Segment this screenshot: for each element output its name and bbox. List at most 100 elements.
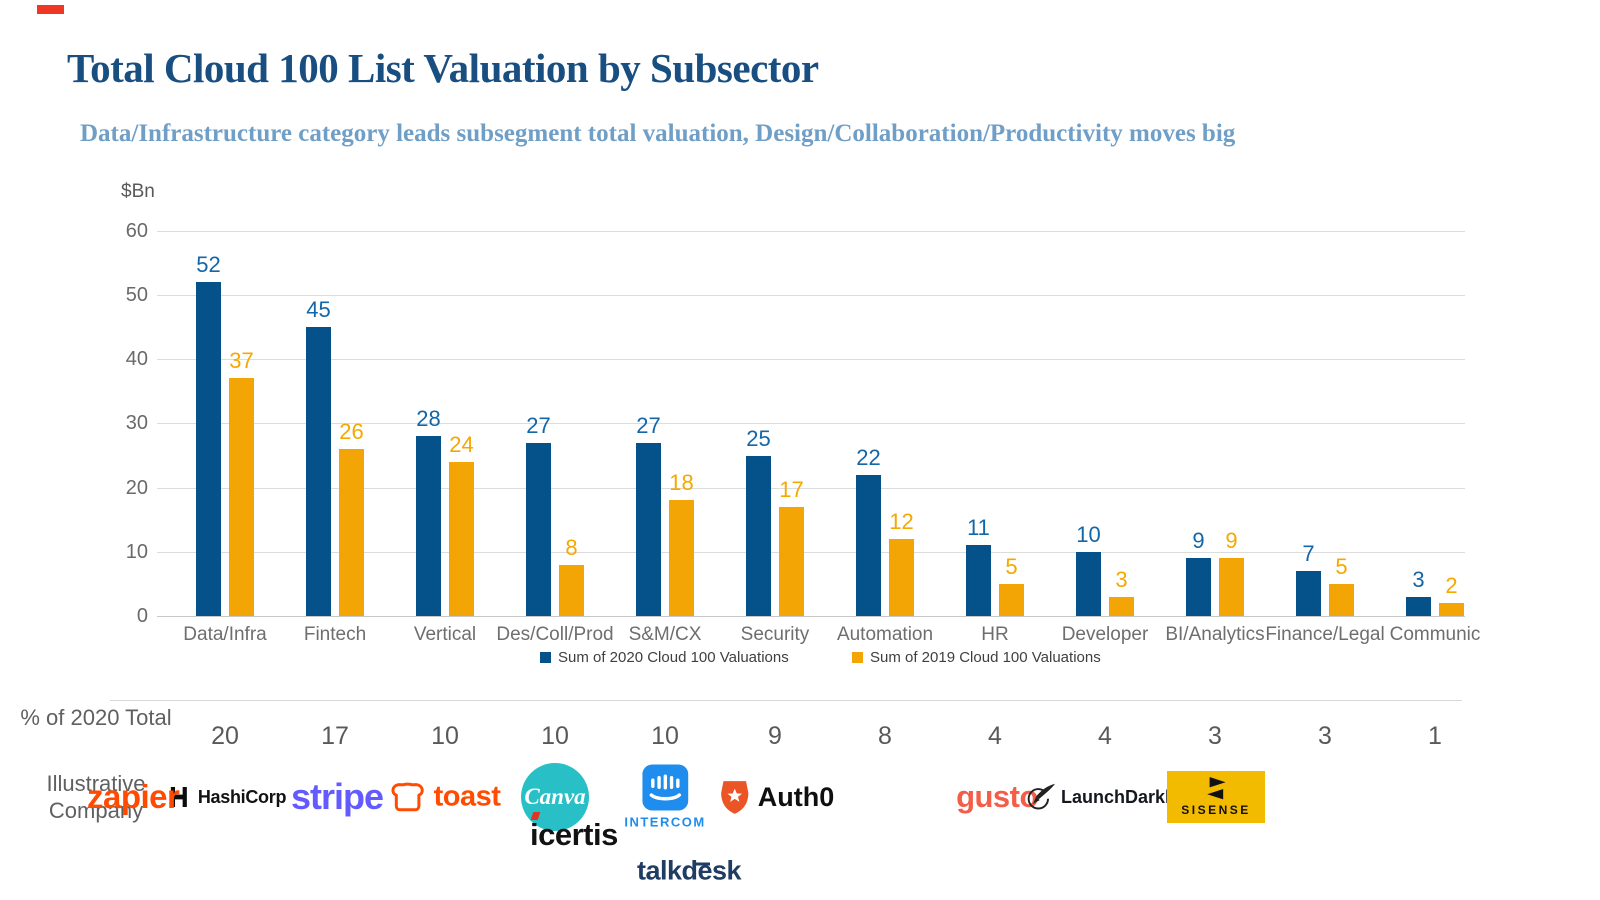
logo-gusto: gusto (956, 779, 1038, 815)
bar-2020 (856, 474, 881, 616)
sisense-wordmark: SISENSE (1181, 803, 1251, 817)
percent-value: 3 (1208, 722, 1222, 750)
toast-wordmark: toast (433, 780, 501, 813)
percent-value: 20 (211, 722, 239, 750)
value-label-2020: 22 (856, 444, 881, 470)
toast-icon (391, 782, 424, 811)
category-label: Finance/Legal (1265, 624, 1385, 645)
bar-2020 (966, 545, 991, 616)
bar-2019 (1219, 558, 1244, 616)
intercom-wordmark: INTERCOM (624, 814, 706, 830)
percent-value: 17 (321, 722, 349, 750)
stripe-wordmark: stripe (290, 776, 384, 817)
value-label-2019: 24 (449, 431, 474, 457)
value-label-2020: 45 (306, 297, 331, 323)
value-label-2019: 18 (669, 470, 694, 496)
icertis-wordmark: icertis (530, 817, 618, 852)
y-axis-unit-label: $Bn (121, 181, 155, 202)
logo-launchdarkly: LaunchDarkly (1026, 782, 1180, 812)
value-label-2019: 37 (229, 348, 254, 374)
value-label-2020: 11 (967, 515, 990, 541)
category-label: Fintech (303, 624, 367, 645)
value-label-2019: 2 (1445, 573, 1458, 599)
auth0-icon (721, 781, 749, 814)
bar-2019 (229, 378, 254, 616)
bar-2020 (746, 455, 771, 616)
category-label: Automation (836, 624, 934, 645)
category-label: BI/Analytics (1165, 624, 1265, 645)
value-label-2019: 5 (1335, 553, 1348, 579)
talkdesk-macron-icon (694, 862, 710, 866)
percent-value: 4 (1098, 722, 1112, 750)
bar-2019 (1109, 596, 1134, 616)
gridline (157, 359, 1465, 361)
intercom-icon (642, 764, 688, 811)
category-label: Communic (1389, 624, 1481, 645)
bar-2020 (526, 442, 551, 616)
bar-2020 (1186, 558, 1211, 616)
bar-2019 (559, 564, 584, 616)
category-label: Developer (1061, 624, 1149, 645)
percent-value: 10 (431, 722, 459, 750)
launchdarkly-wordmark: LaunchDarkly (1060, 786, 1181, 807)
value-label-2019: 5 (1005, 553, 1018, 579)
value-label-2020: 7 (1302, 541, 1315, 567)
hashicorp-icon (170, 787, 187, 807)
hashicorp-wordmark: HashiCorp (197, 786, 287, 807)
bar-2020 (636, 442, 661, 616)
gridline (157, 230, 1465, 232)
gridline (157, 295, 1465, 296)
logo-sisense: SISENSE (1167, 771, 1265, 823)
logo-hashicorp: HashiCorp (168, 785, 286, 809)
bar-2019 (999, 583, 1024, 616)
percent-value: 10 (651, 722, 679, 750)
page-title: Total Cloud 100 List Valuation by Subsec… (67, 45, 819, 91)
value-label-2020: 9 (1192, 528, 1205, 554)
logo-intercom: INTERCOM (624, 764, 706, 830)
gusto-wordmark: gusto (956, 779, 1038, 814)
category-label: HR (981, 624, 1009, 645)
bar-2019 (1329, 583, 1354, 616)
launchdarkly-icon (1027, 783, 1056, 810)
value-label-2019: 8 (565, 534, 578, 560)
y-axis-tick-label: 30 (125, 412, 148, 435)
percent-value: 3 (1318, 722, 1332, 750)
zapier-wordmark: zapier (87, 778, 180, 815)
talkdesk-wordmark: talkdesk (637, 855, 742, 886)
bar-2019 (779, 506, 804, 616)
bar-2020 (1296, 571, 1321, 616)
corner-mark (37, 5, 64, 14)
legend-label: Sum of 2019 Cloud 100 Valuations (870, 648, 1101, 666)
value-label-2019: 9 (1225, 528, 1238, 554)
logo-auth0: Auth0 (720, 780, 835, 814)
percent-value: 8 (878, 722, 892, 750)
category-label: S&M/CX (628, 624, 702, 645)
percent-value: 9 (768, 722, 782, 750)
divider-line (110, 700, 1462, 701)
legend-label: Sum of 2020 Cloud 100 Valuations (558, 648, 789, 666)
value-label-2020: 10 (1076, 521, 1101, 547)
auth0-wordmark: Auth0 (757, 781, 835, 812)
category-label: Security (740, 624, 810, 645)
logo-zapier: zapier * (87, 778, 1600, 816)
bar-2020 (306, 327, 331, 616)
illustrative-company-row-label: Illustrative Company (46, 771, 146, 823)
sisense-logo-box: SISENSE (1167, 771, 1265, 823)
y-axis-tick-label: 10 (125, 540, 148, 563)
bar-2019 (889, 538, 914, 616)
category-label: Data/Infra (183, 624, 267, 645)
value-label-2020: 3 (1412, 566, 1425, 592)
y-axis-tick-label: 20 (125, 476, 148, 499)
logo-icertis: icertis (530, 812, 1600, 853)
y-axis-tick-label: 0 (136, 605, 148, 627)
value-label-2019: 26 (339, 419, 364, 445)
value-label-2019: 3 (1115, 566, 1128, 592)
percent-value: 4 (988, 722, 1002, 750)
percent-value: 10 (541, 722, 569, 750)
logo-talkdesk: talkdesk (637, 856, 1600, 887)
bar-2020 (416, 436, 441, 616)
gridline (157, 616, 1465, 617)
percent-value: 1 (1428, 722, 1442, 750)
